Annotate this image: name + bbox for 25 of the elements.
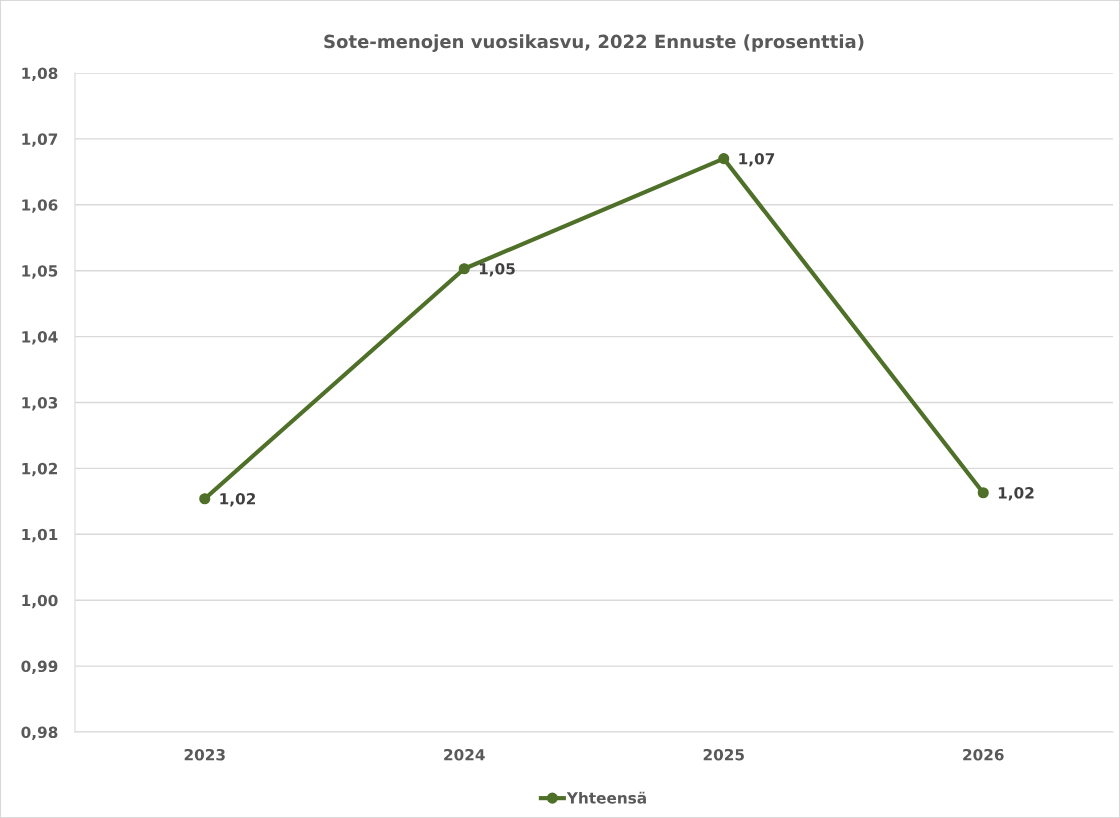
x-tick-label: 2023 [184,748,225,761]
y-tick-label: 1,05 [22,265,58,279]
x-tick-label: 2026 [963,748,1004,761]
y-tick-label: 1,08 [22,67,58,81]
chart-title: Sote-menojen vuosikasvu, 2022 Ennuste (prosenttia) [324,34,864,52]
y-tick-label: 0,98 [21,726,58,740]
legend-label: Yhteensä [566,791,646,804]
y-tick-label: 1,00 [22,594,58,609]
y-tick-label: 0,99 [21,660,58,675]
x-tick-label: 2024 [444,748,485,761]
y-tick-label: 1,06 [22,199,58,213]
y-tick-label: 1,02 [22,462,58,477]
data-label: 1,02 [220,492,256,507]
y-tick-label: 1,03 [22,396,58,411]
point [199,493,211,505]
y-tick-label: 1,04 [22,331,58,345]
point [977,487,989,499]
data-label: 1,05 [479,262,515,277]
y-tick-label: 1,01 [22,528,58,543]
point [458,263,470,275]
data-label: 1,07 [739,152,775,167]
data-label: 1,02 [998,487,1034,501]
y-tick-label: 1,07 [22,133,58,147]
point [718,153,730,165]
x-tick-label: 2025 [703,748,744,761]
